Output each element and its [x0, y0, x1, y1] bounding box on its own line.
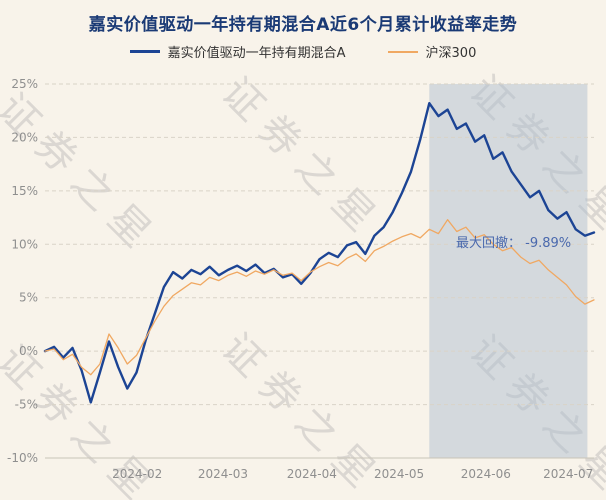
legend-label-hs300: 沪深300: [425, 46, 477, 61]
page-title: 嘉实价值驱动一年持有期混合A近6个月累计收益率走势: [88, 15, 518, 35]
fund-line-swatch: [129, 50, 160, 53]
fund-series-line: [43, 101, 596, 404]
legend-item-fund: 嘉实价值驱动一年持有期混合A: [129, 42, 346, 61]
y-axis-label: 20%: [11, 130, 38, 144]
y-axis-label: 25%: [11, 77, 38, 91]
x-axis-label: 2024-06: [461, 467, 511, 481]
max-drawdown-annotation: 最大回撤： -9.89%: [456, 236, 572, 251]
x-axis-label: 2024-04: [287, 467, 337, 481]
y-axis-label: -10%: [7, 451, 38, 465]
max-drawdown-region: [429, 84, 588, 458]
legend-item-hs300: 沪深300: [387, 42, 477, 61]
y-axis-label: 5%: [19, 291, 38, 305]
legend-label-fund: 嘉实价值驱动一年持有期混合A: [167, 46, 346, 61]
x-axis-label: 2024-05: [374, 467, 424, 481]
y-axis-label: 0%: [19, 344, 38, 358]
hs300-series-line: [44, 219, 595, 376]
y-axis-label: -5%: [15, 398, 38, 412]
y-axis-label: 15%: [11, 184, 38, 198]
y-axis-label: 10%: [11, 237, 38, 251]
hs300-line-swatch: [387, 50, 418, 53]
x-axis-label: 2024-03: [198, 467, 248, 481]
x-axis-label: 2024-02: [112, 467, 162, 481]
x-axis-label: 2024-07: [543, 467, 593, 481]
chart-legend: 嘉实价值驱动一年持有期混合A 沪深300: [0, 42, 606, 61]
